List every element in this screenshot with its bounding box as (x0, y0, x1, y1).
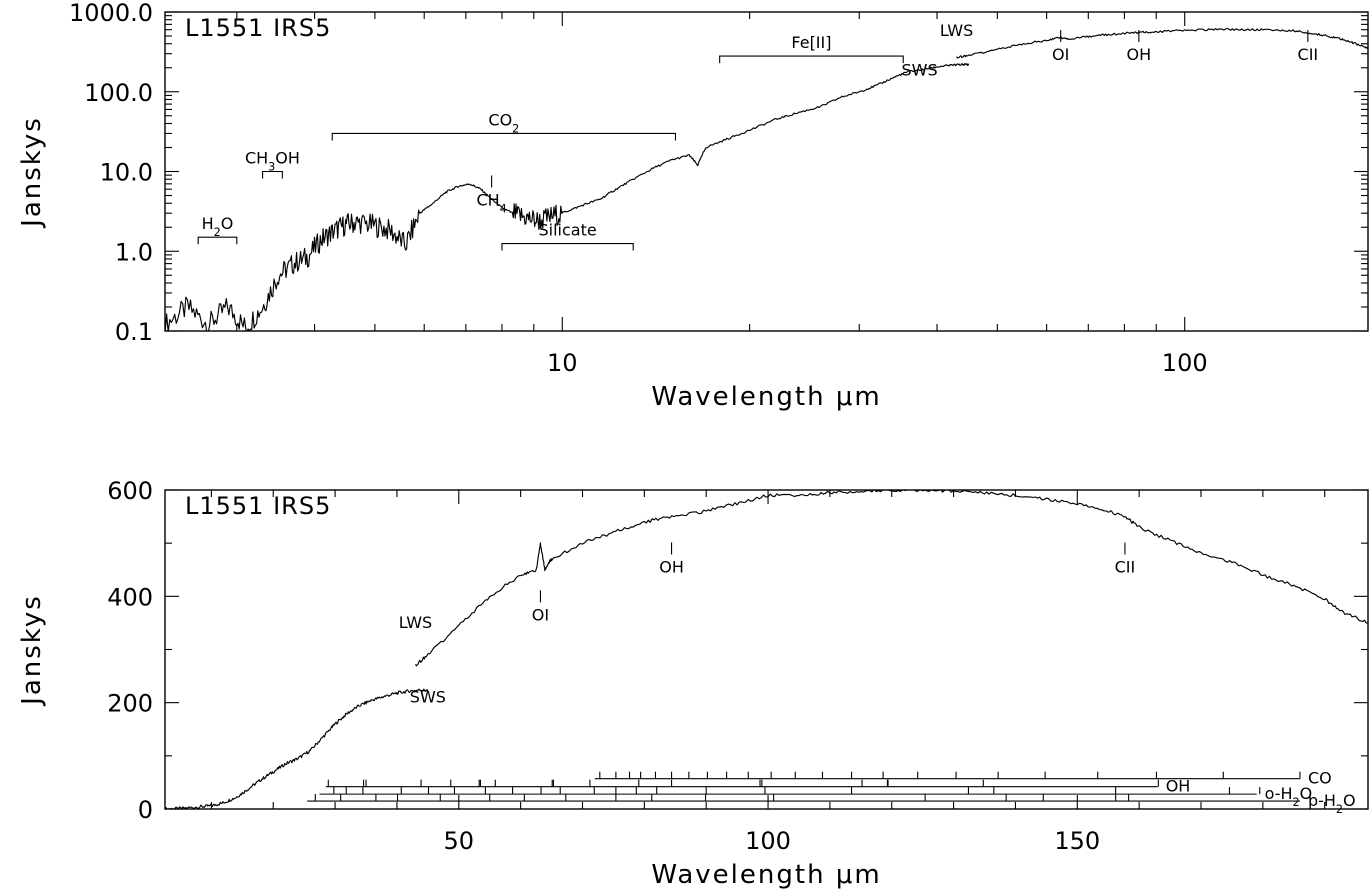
feature-label: CII (1298, 45, 1319, 64)
feature-bracket (331, 132, 677, 141)
series-line-sws (165, 688, 429, 809)
y-tick-label: 100.0 (84, 79, 153, 107)
y-axis-label: Janskys (17, 116, 47, 229)
y-tick-label: 200 (107, 690, 153, 718)
feature-label: LWS (399, 613, 432, 632)
line-list-label: p-H2O (1308, 791, 1356, 816)
x-tick-label: 100 (1162, 349, 1208, 377)
y-tick-label: 0 (138, 796, 153, 824)
feature-label: OH (1127, 45, 1152, 64)
feature-label: CH4 (476, 190, 506, 215)
y-tick-label: 1.0 (115, 238, 153, 266)
series-line-sws (165, 63, 970, 331)
plot-frame (164, 489, 1369, 810)
feature-label: SWS (410, 688, 446, 707)
y-axis-label: Janskys (17, 594, 47, 707)
feature-bracket (262, 170, 283, 179)
x-tick-label: 50 (444, 827, 475, 855)
panel-title: L1551 IRS5 (185, 492, 331, 520)
series-line-lws (415, 490, 1368, 667)
line-list-label: o-H2O (1265, 784, 1313, 809)
feature-label: H2O (202, 214, 234, 239)
spectrum-group (165, 27, 1368, 331)
feature-label: OI (1052, 45, 1069, 64)
feature-label: CH3OH (245, 149, 300, 174)
feature-bracket (501, 242, 634, 251)
y-tick-label: 400 (107, 583, 153, 611)
y-tick-label: 10.0 (100, 159, 153, 187)
feature-label: Silicate (538, 221, 596, 240)
y-tick-label: 600 (107, 477, 153, 505)
x-axis-label: Wavelength μm (651, 382, 881, 412)
feature-bracket (197, 236, 238, 245)
feature-label: SWS (902, 60, 938, 79)
line-list-label: OH (1166, 777, 1191, 796)
x-tick-label: 150 (1054, 827, 1100, 855)
feature-label: Fe[II] (791, 33, 831, 52)
feature-label: LWS (940, 21, 973, 40)
feature-label: OH (659, 557, 684, 576)
feature-label: OI (532, 605, 549, 624)
y-tick-label: 1000.0 (69, 0, 153, 27)
x-tick-label: 10 (547, 349, 578, 377)
x-axis-label: Wavelength μm (651, 860, 881, 890)
plot-frame (164, 11, 1369, 332)
feature-label: CII (1115, 557, 1136, 576)
y-tick-label: 0.1 (115, 318, 153, 346)
x-tick-label: 100 (745, 827, 791, 855)
series-line-lws (956, 27, 1368, 59)
panel-title: L1551 IRS5 (185, 14, 331, 42)
feature-label: CO2 (488, 110, 519, 135)
spectrum-group (165, 490, 1368, 809)
line-list-label: CO (1308, 769, 1332, 788)
feature-bracket (719, 55, 904, 64)
